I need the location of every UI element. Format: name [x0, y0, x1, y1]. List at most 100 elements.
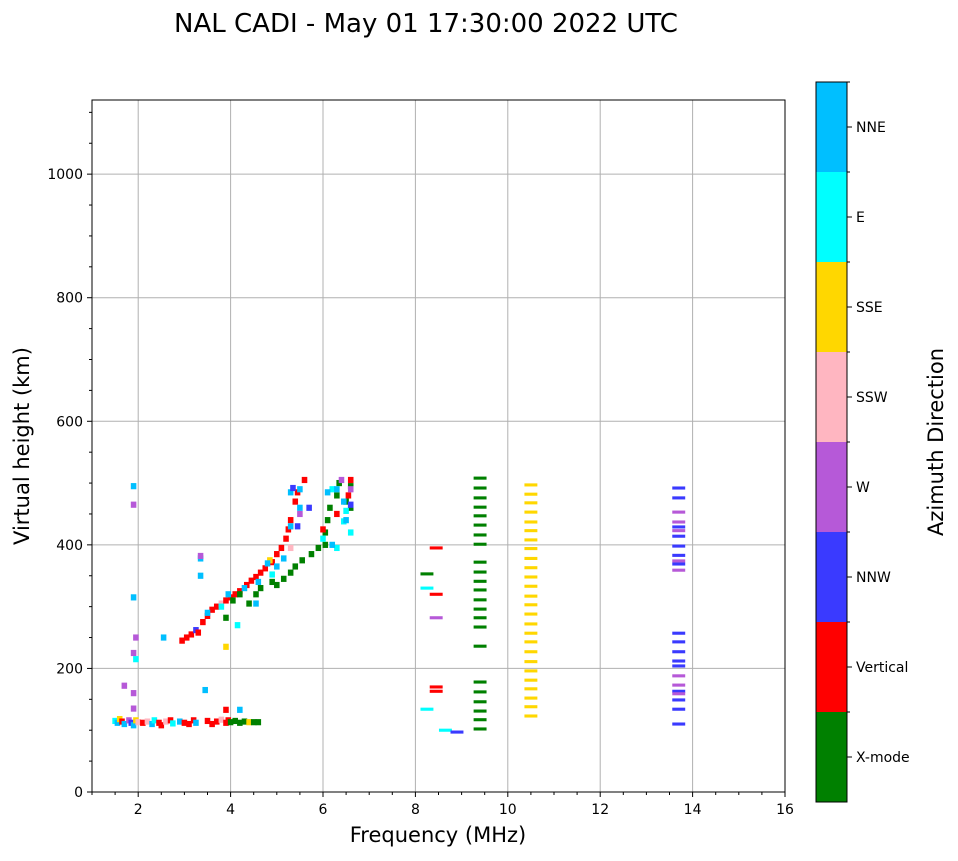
- data-dash: [524, 575, 538, 579]
- data-dash: [524, 520, 538, 524]
- data-cell: [204, 717, 211, 725]
- data-cell: [114, 719, 121, 726]
- data-dash: [524, 556, 538, 560]
- data-dash: [524, 640, 538, 644]
- x-tick-label: 16: [776, 802, 794, 818]
- data-cell: [292, 563, 299, 570]
- colorbar-tick-label: E: [856, 210, 865, 226]
- data-cell: [246, 600, 252, 607]
- data-dash: [429, 689, 443, 693]
- data-dash: [473, 625, 487, 629]
- data-cell: [320, 526, 326, 533]
- data-cell: [292, 498, 299, 505]
- data-cell: [188, 631, 195, 638]
- data-cell: [297, 504, 303, 511]
- data-cell: [237, 706, 243, 713]
- data-cell: [232, 717, 238, 725]
- data-cell: [297, 510, 303, 518]
- data-cell: [234, 622, 241, 629]
- data-dash: [524, 603, 538, 607]
- data-cell: [130, 705, 137, 712]
- data-cell: [262, 565, 269, 572]
- data-dash: [672, 568, 686, 572]
- data-cell: [287, 517, 294, 524]
- data-cell: [204, 609, 211, 616]
- data-dash: [438, 728, 452, 732]
- data-cell: [130, 594, 137, 601]
- data-cell: [308, 551, 315, 558]
- data-dash: [672, 525, 686, 529]
- data-dash: [672, 698, 686, 702]
- colorbar-segment: [816, 82, 847, 172]
- data-cell: [130, 501, 137, 508]
- data-cell: [133, 634, 139, 641]
- data-cell: [218, 603, 225, 610]
- data-dash: [524, 510, 538, 514]
- data-cell: [200, 619, 206, 626]
- data-cell: [299, 557, 305, 564]
- data-dash: [473, 514, 487, 518]
- data-dash: [420, 572, 434, 576]
- data-cell: [306, 504, 312, 511]
- data-dash: [524, 714, 538, 718]
- data-dash: [473, 690, 487, 694]
- colorbar-tick-label: NNW: [856, 570, 891, 586]
- data-dash: [672, 520, 686, 524]
- data-dash: [429, 616, 443, 620]
- data-cell: [287, 544, 294, 552]
- chart-title: NAL CADI - May 01 17:30:00 2022 UTC: [174, 9, 678, 39]
- data-cell: [197, 552, 204, 560]
- data-cell: [324, 517, 331, 524]
- data-cell: [160, 634, 167, 641]
- data-dash: [672, 529, 686, 533]
- data-cell: [347, 476, 354, 484]
- data-dash: [524, 696, 538, 700]
- data-cell: [223, 614, 229, 621]
- data-cell: [269, 571, 275, 578]
- data-cell: [135, 719, 141, 726]
- data-dash: [672, 674, 686, 678]
- colorbar-tick-label: W: [856, 480, 870, 496]
- x-tick-label: 10: [499, 802, 517, 818]
- data-dash: [672, 510, 686, 514]
- data-cell: [280, 555, 287, 562]
- x-tick-label: 2: [134, 802, 143, 818]
- data-cell: [232, 591, 238, 598]
- data-cell: [324, 489, 331, 496]
- data-cell: [283, 535, 289, 542]
- data-cell: [347, 529, 354, 536]
- data-cell: [248, 577, 255, 584]
- data-dash: [524, 612, 538, 616]
- data-dash: [672, 534, 686, 538]
- data-cell: [347, 486, 354, 493]
- colorbar-segment: [816, 352, 847, 442]
- data-cell: [255, 719, 262, 726]
- data-dash: [672, 553, 686, 557]
- y-tick-label: 200: [56, 661, 83, 677]
- data-cell: [133, 656, 139, 663]
- data-dash: [524, 492, 538, 496]
- data-cell: [151, 717, 158, 724]
- data-cell: [121, 720, 128, 728]
- data-cell: [287, 569, 294, 576]
- data-cell: [144, 718, 151, 725]
- data-cell: [197, 572, 204, 579]
- data-dash: [473, 476, 487, 480]
- data-cell: [186, 720, 192, 728]
- y-tick-label: 1000: [47, 167, 83, 183]
- data-cell: [347, 501, 354, 508]
- data-cell: [241, 718, 248, 725]
- data-dash: [672, 631, 686, 635]
- y-tick-label: 400: [56, 538, 83, 554]
- data-cell: [163, 718, 169, 725]
- data-cell: [149, 720, 155, 728]
- colorbar-tick-label: NNE: [856, 120, 886, 136]
- data-dash: [672, 664, 686, 668]
- data-cell: [140, 719, 146, 726]
- data-cell: [237, 591, 243, 598]
- data-cell: [257, 569, 264, 576]
- data-dash: [524, 538, 538, 542]
- data-dash: [429, 592, 443, 596]
- y-tick-label: 800: [56, 291, 83, 307]
- data-cell: [170, 720, 176, 727]
